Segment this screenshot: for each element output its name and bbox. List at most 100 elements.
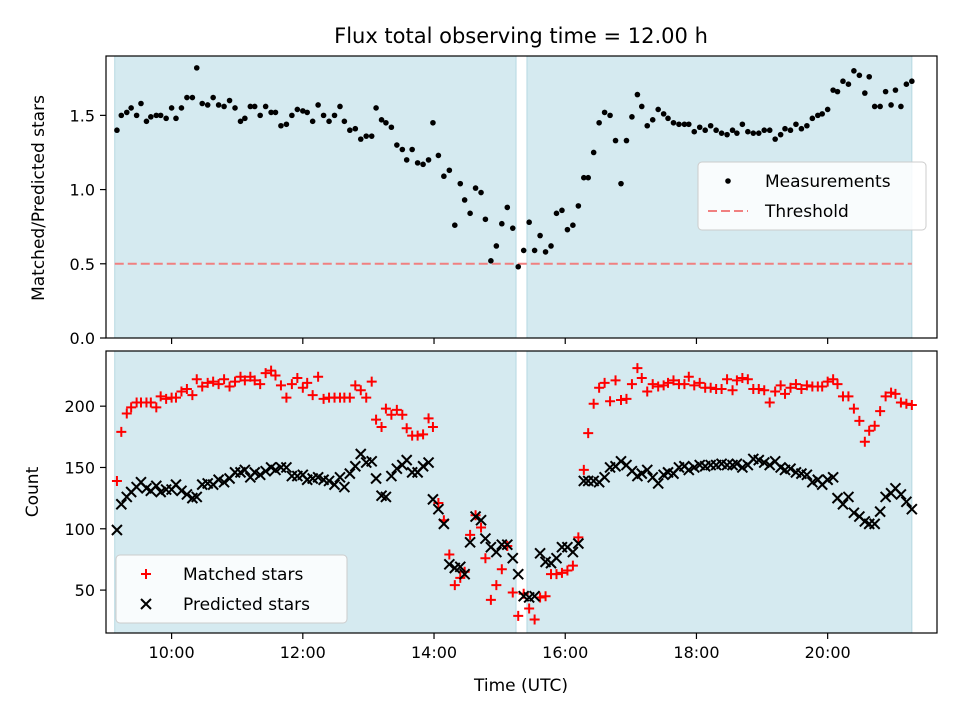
matched-star-point (621, 393, 632, 404)
measurement-point (221, 103, 227, 110)
predicted-star-point (334, 471, 346, 483)
measurement-point (649, 117, 656, 123)
predicted-star-point (254, 469, 266, 481)
top-legend: Measurements Threshold (697, 161, 927, 231)
predicted-star-point (458, 568, 471, 580)
measurement-point (644, 122, 651, 129)
matched-star-point (886, 387, 897, 398)
predicted-star-point (837, 498, 849, 510)
matched-star-point (412, 430, 423, 441)
measurement-point (388, 124, 395, 131)
predicted-star-point (469, 510, 482, 523)
measurement-point (420, 161, 426, 168)
measurement-point (446, 167, 453, 174)
y-tick-label: 0.5 (70, 255, 95, 274)
matched-star-point (817, 381, 828, 392)
measurement-point (515, 263, 522, 270)
measurement-point (168, 105, 175, 111)
matched-star-point (313, 371, 324, 382)
predicted-star-point (868, 518, 881, 530)
measurement-point (548, 243, 554, 249)
measurement-point (337, 103, 343, 110)
measurement-point (467, 210, 473, 217)
matched-star-point (318, 393, 329, 404)
measurement-point (888, 102, 894, 108)
matched-star-point (239, 375, 250, 386)
predicted-star-point (900, 496, 913, 508)
measurement-point (173, 115, 179, 122)
predicted-star-point (615, 455, 627, 468)
measurement-point (210, 94, 216, 101)
measurement-point (824, 106, 831, 113)
measurement-point (531, 247, 538, 254)
predicted-star-point (598, 471, 611, 483)
measurement-point (819, 111, 825, 117)
measurement-point (809, 115, 816, 122)
legend-matched-marker (141, 569, 151, 579)
matched-star-point (208, 376, 219, 387)
measurement-point (278, 122, 284, 129)
matched-star-point (297, 382, 308, 393)
predicted-star-point (111, 524, 123, 536)
matched-star-point (444, 549, 455, 560)
matched-star-point (361, 392, 372, 403)
measurement-point (478, 189, 484, 196)
matched-star-point (307, 390, 318, 401)
measurement-point (830, 87, 836, 93)
measurement-point (670, 119, 677, 126)
measurement-point (425, 157, 432, 163)
measurement-point (242, 115, 248, 122)
measurement-point (761, 127, 768, 134)
matched-star-point (202, 377, 213, 388)
measurement-point (148, 114, 154, 120)
legend-matched-label: Matched stars (183, 565, 303, 585)
predicted-star-point (906, 503, 918, 515)
predicted-star-point (479, 532, 492, 545)
matched-star-point (859, 436, 870, 447)
matched-star-point (524, 603, 535, 614)
measurement-point (782, 125, 788, 132)
measurement-point (909, 78, 915, 85)
predicted-star-point (464, 536, 476, 548)
predicted-star-point (879, 491, 892, 503)
matched-star-point (275, 380, 286, 391)
measurement-point (856, 72, 863, 79)
measurement-point (542, 249, 549, 255)
predicted-star-point (501, 539, 513, 551)
predicted-star-point (874, 505, 886, 518)
measurement-point (537, 232, 543, 239)
matched-star-point (636, 372, 647, 383)
measurement-point (553, 210, 560, 217)
predicted-star-point (454, 561, 466, 573)
measurement-point (300, 108, 306, 114)
measurement-point (315, 102, 321, 108)
matched-star-point (753, 384, 764, 395)
matched-star-point (401, 423, 412, 434)
matched-star-point (731, 375, 742, 386)
measurement-point (357, 136, 364, 142)
matched-star-point (775, 380, 786, 391)
predicted-star-point (385, 470, 398, 482)
chart-title: Flux total observing time = 12.00 h (334, 24, 708, 48)
measurement-point (237, 118, 244, 125)
matched-star-point (854, 415, 865, 426)
axes-frame (105, 55, 938, 339)
predicted-star-point (652, 477, 664, 490)
measurement-point (304, 109, 310, 116)
matched-star-point (249, 375, 260, 386)
measurement-point (834, 88, 841, 95)
measurement-point (178, 105, 185, 111)
measurement-point (840, 78, 846, 85)
predicted-star-point (323, 475, 335, 487)
observing-span-2 (526, 350, 913, 634)
measurement-point (681, 121, 688, 128)
matched-star-point (573, 532, 584, 543)
matched-star-point (683, 371, 694, 382)
measurement-point (713, 127, 719, 134)
predicted-star-point (427, 493, 439, 506)
matched-star-point (653, 381, 664, 392)
measurement-point (394, 142, 400, 148)
measurement-point (215, 102, 222, 108)
measurement-point (184, 94, 190, 101)
